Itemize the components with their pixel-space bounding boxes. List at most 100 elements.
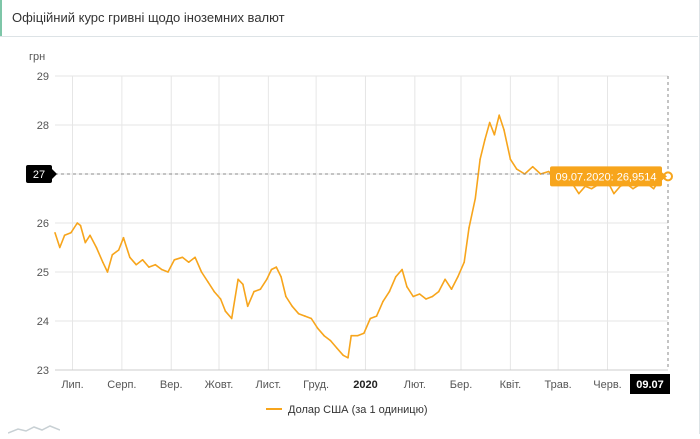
data-point[interactable]: [266, 278, 268, 281]
y-tick-label: 26: [37, 218, 49, 230]
data-point[interactable]: [70, 232, 72, 234]
data-point[interactable]: [336, 347, 338, 349]
data-point[interactable]: [187, 261, 190, 263]
data-point[interactable]: [259, 288, 262, 290]
data-point[interactable]: [117, 249, 120, 251]
data-point[interactable]: [547, 170, 550, 173]
data-point[interactable]: [106, 271, 109, 273]
data-point[interactable]: [160, 268, 163, 271]
data-point[interactable]: [498, 114, 501, 116]
data-point[interactable]: [613, 192, 615, 195]
data-point[interactable]: [515, 168, 518, 170]
data-point[interactable]: [275, 266, 278, 268]
data-point[interactable]: [224, 310, 227, 313]
data-point[interactable]: [382, 300, 384, 303]
data-point[interactable]: [468, 227, 470, 229]
data-point[interactable]: [509, 158, 512, 161]
legend-label[interactable]: Долар США (за 1 одиницю): [288, 404, 428, 416]
data-point[interactable]: [102, 261, 104, 263]
data-point[interactable]: [329, 339, 332, 342]
crosshair-y-marker-arrow: [52, 169, 57, 179]
data-point[interactable]: [444, 278, 446, 281]
data-point[interactable]: [463, 261, 466, 263]
data-point[interactable]: [207, 281, 209, 283]
data-point[interactable]: [394, 276, 397, 278]
data-point[interactable]: [363, 332, 365, 335]
x-tick-label: Лют.: [404, 379, 426, 391]
data-point[interactable]: [401, 268, 403, 271]
data-point[interactable]: [63, 234, 66, 237]
data-point[interactable]: [350, 334, 353, 337]
data-point[interactable]: [406, 285, 408, 288]
data-point[interactable]: [230, 317, 233, 320]
data-point[interactable]: [285, 295, 287, 298]
data-point[interactable]: [219, 298, 222, 300]
data-point[interactable]: [291, 305, 294, 308]
data-point[interactable]: [129, 256, 131, 259]
data-point[interactable]: [173, 259, 176, 261]
data-point[interactable]: [590, 187, 593, 190]
data-point[interactable]: [323, 334, 325, 337]
data-point[interactable]: [59, 246, 61, 249]
data-point[interactable]: [89, 234, 91, 237]
data-point[interactable]: [474, 197, 477, 200]
data-point[interactable]: [310, 317, 313, 320]
data-point[interactable]: [369, 317, 372, 320]
crosshair-y-marker-box: [26, 165, 52, 183]
y-tick-label: 24: [37, 316, 49, 328]
data-point[interactable]: [253, 290, 255, 293]
legend[interactable]: Долар США (за 1 одиницю): [266, 404, 428, 416]
data-point[interactable]: [95, 246, 98, 249]
data-point[interactable]: [213, 290, 215, 293]
data-point[interactable]: [148, 266, 150, 268]
data-point[interactable]: [297, 312, 300, 315]
data-point[interactable]: [412, 295, 415, 298]
data-point[interactable]: [84, 241, 87, 244]
data-point[interactable]: [479, 158, 481, 161]
data-point[interactable]: [488, 121, 491, 124]
data-point[interactable]: [242, 283, 244, 286]
x-tick-label: 2020: [353, 379, 377, 391]
data-point[interactable]: [493, 134, 496, 136]
series-usd[interactable]: [54, 114, 669, 359]
data-point[interactable]: [418, 293, 421, 295]
data-point[interactable]: [450, 288, 453, 290]
data-point[interactable]: [652, 187, 655, 190]
data-point[interactable]: [347, 357, 349, 359]
data-point[interactable]: [246, 305, 249, 308]
data-point[interactable]: [135, 263, 137, 266]
data-point[interactable]: [76, 222, 79, 224]
data-point[interactable]: [111, 254, 114, 256]
y-tick-label: 25: [37, 267, 49, 279]
data-point[interactable]: [578, 192, 580, 195]
data-point[interactable]: [531, 165, 534, 168]
data-point[interactable]: [484, 138, 486, 141]
data-point[interactable]: [503, 129, 505, 131]
data-point[interactable]: [122, 236, 125, 239]
data-point[interactable]: [200, 271, 203, 273]
x-tick-label: Трав.: [545, 379, 572, 391]
crosshair-y-marker-label: 27: [33, 169, 45, 181]
data-point[interactable]: [280, 276, 282, 278]
data-point[interactable]: [457, 276, 459, 278]
data-point[interactable]: [54, 232, 56, 234]
data-point[interactable]: [167, 271, 169, 273]
data-point[interactable]: [304, 315, 306, 317]
data-point[interactable]: [375, 315, 378, 317]
data-point[interactable]: [632, 187, 634, 190]
x-tick-label: Бер.: [450, 379, 473, 391]
data-point[interactable]: [194, 256, 196, 259]
data-point[interactable]: [425, 298, 427, 300]
data-point[interactable]: [79, 224, 82, 227]
data-point[interactable]: [270, 268, 273, 271]
data-point[interactable]: [181, 256, 184, 259]
data-point[interactable]: [316, 327, 319, 330]
data-point[interactable]: [237, 278, 239, 281]
data-point[interactable]: [356, 334, 359, 337]
data-point[interactable]: [431, 295, 434, 298]
data-point[interactable]: [154, 263, 157, 266]
data-point[interactable]: [141, 259, 144, 261]
data-point[interactable]: [388, 290, 391, 293]
data-point[interactable]: [342, 354, 345, 357]
data-point[interactable]: [437, 290, 440, 293]
